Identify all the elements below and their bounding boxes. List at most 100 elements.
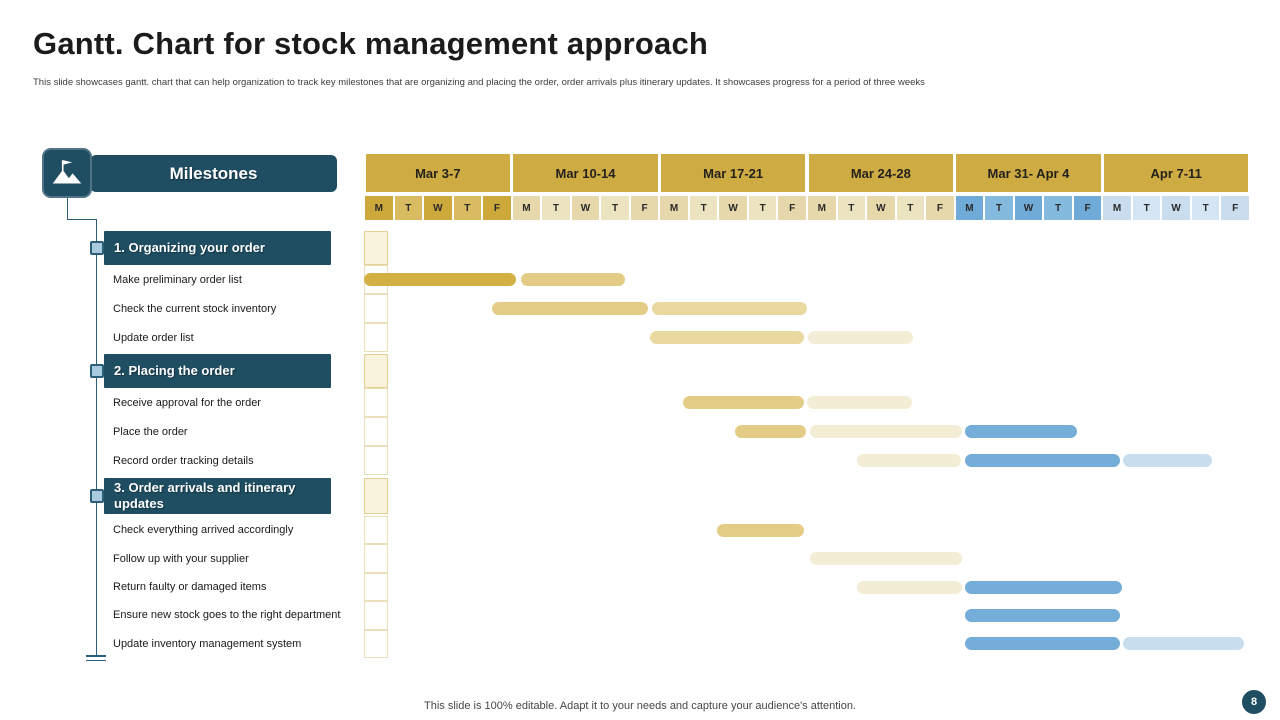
milestone-task-label: Update order list [113, 331, 194, 344]
gantt-gutter-cell [364, 544, 388, 573]
gantt-gutter-cell [364, 388, 388, 417]
day-header-cell: W [1014, 196, 1043, 220]
day-header-cell: T [748, 196, 777, 220]
gantt-bar [965, 425, 1078, 438]
gantt-bar [651, 302, 807, 315]
milestone-section-header: 2. Placing the order [104, 354, 331, 388]
gantt-gutter-cell [364, 629, 388, 658]
day-header-cell: T [601, 196, 629, 220]
day-header-cell: W [424, 196, 452, 220]
gantt-bar [1123, 454, 1212, 467]
milestone-task-label: Ensure new stock goes to the right depar… [113, 609, 341, 622]
milestone-task-label: Place the order [113, 425, 188, 438]
connector-vertical-main [95, 218, 98, 656]
milestone-task-label: Check the current stock inventory [113, 302, 277, 315]
gantt-bar [807, 396, 912, 409]
week-header-cell: Mar 10-14 [513, 154, 658, 192]
page-number-badge: 8 [1242, 690, 1266, 714]
day-header-cell: T [394, 196, 423, 220]
day-header-cell: F [483, 196, 511, 220]
gantt-gutter-cell [364, 417, 388, 446]
page-title: Gantt. Chart for stock management approa… [33, 26, 709, 61]
gantt-bar [857, 454, 961, 467]
gantt-gutter-cell [364, 478, 388, 514]
milestone-bullet [90, 364, 104, 378]
milestone-task-label: Follow up with your supplier [113, 552, 249, 565]
day-header-cell: T [1044, 196, 1072, 220]
gantt-bar [809, 552, 963, 566]
milestone-task-label: Check everything arrived accordingly [113, 524, 294, 537]
gantt-gutter-cell [364, 231, 388, 265]
gantt-bar [1123, 637, 1245, 651]
gantt-bar [734, 425, 806, 438]
milestone-task-label: Return faulty or damaged items [113, 580, 267, 593]
day-header-cell: W [719, 196, 747, 220]
day-header-cell: F [926, 196, 954, 220]
milestone-section-header: 1. Organizing your order [104, 231, 331, 265]
gantt-bar [965, 580, 1122, 594]
day-header-cell: M [365, 196, 393, 220]
milestone-section-header: 3. Order arrivals and itinerary updates [104, 478, 331, 514]
day-header-cell: T [453, 196, 482, 220]
day-header-cell: T [1132, 196, 1161, 220]
day-header-cell: F [630, 196, 659, 220]
day-header-cell: M [808, 196, 836, 220]
day-header-cell: T [837, 196, 866, 220]
gantt-bar [650, 331, 805, 344]
gantt-bar [364, 273, 517, 286]
milestone-task-label: Receive approval for the order [113, 396, 261, 409]
day-header-cell: T [689, 196, 718, 220]
gantt-gutter-cell [364, 516, 388, 545]
milestone-bullet [90, 241, 104, 255]
gantt-bar [857, 580, 963, 594]
day-header-cell: W [867, 196, 895, 220]
day-header-cell: W [571, 196, 600, 220]
footer-note: This slide is 100% editable. Adapt it to… [424, 700, 856, 712]
milestones-header: Milestones [90, 155, 337, 192]
milestones-icon-box [42, 148, 92, 198]
day-header-cell: M [512, 196, 541, 220]
gantt-gutter-cell [364, 601, 388, 630]
gantt-gutter-cell [364, 294, 388, 323]
milestone-task-label: Update inventory management system [113, 637, 302, 650]
milestone-bullet [90, 489, 104, 503]
week-header-cell: Mar 24-28 [808, 154, 954, 192]
gantt-gutter-cell [364, 323, 388, 352]
gantt-bar [520, 273, 626, 286]
gantt-bar [808, 331, 914, 344]
connector-end-mark-1 [86, 655, 106, 657]
gantt-gutter-cell [364, 572, 388, 602]
connector-horizontal [66, 218, 97, 221]
gantt-bar [965, 454, 1121, 467]
day-header-cell: T [542, 196, 570, 220]
gantt-bar [492, 302, 648, 315]
day-header-cell: T [985, 196, 1013, 220]
page-subtitle: This slide showcases gantt. chart that c… [33, 77, 925, 88]
gantt-bar [965, 637, 1121, 651]
gantt-bar [716, 523, 805, 537]
day-header-cell: F [778, 196, 806, 220]
milestone-flag-icon [52, 160, 82, 184]
day-header-cell: F [1073, 196, 1102, 220]
gantt-bar [682, 396, 805, 409]
day-header-cell: F [1221, 196, 1249, 220]
gantt-gutter-cell [364, 446, 388, 475]
week-header-cell: Apr 7-11 [1103, 154, 1249, 192]
day-header-cell: T [896, 196, 925, 220]
week-header-cell: Mar 17-21 [660, 154, 806, 192]
day-header-cell: W [1162, 196, 1190, 220]
day-header-cell: M [660, 196, 688, 220]
gantt-bar [809, 425, 963, 438]
connector-end-mark-2 [86, 659, 106, 662]
week-header-cell: Mar 31- Apr 4 [956, 154, 1101, 192]
week-header-cell: Mar 3-7 [365, 154, 511, 192]
milestone-task-label: Make preliminary order list [113, 273, 242, 286]
day-header-cell: T [1191, 196, 1220, 220]
day-header-cell: M [955, 196, 984, 220]
milestone-task-label: Record order tracking details [113, 454, 254, 467]
day-header-cell: M [1103, 196, 1131, 220]
connector-vertical-top [66, 198, 69, 220]
gantt-gutter-cell [364, 354, 388, 388]
gantt-bar [965, 608, 1121, 622]
